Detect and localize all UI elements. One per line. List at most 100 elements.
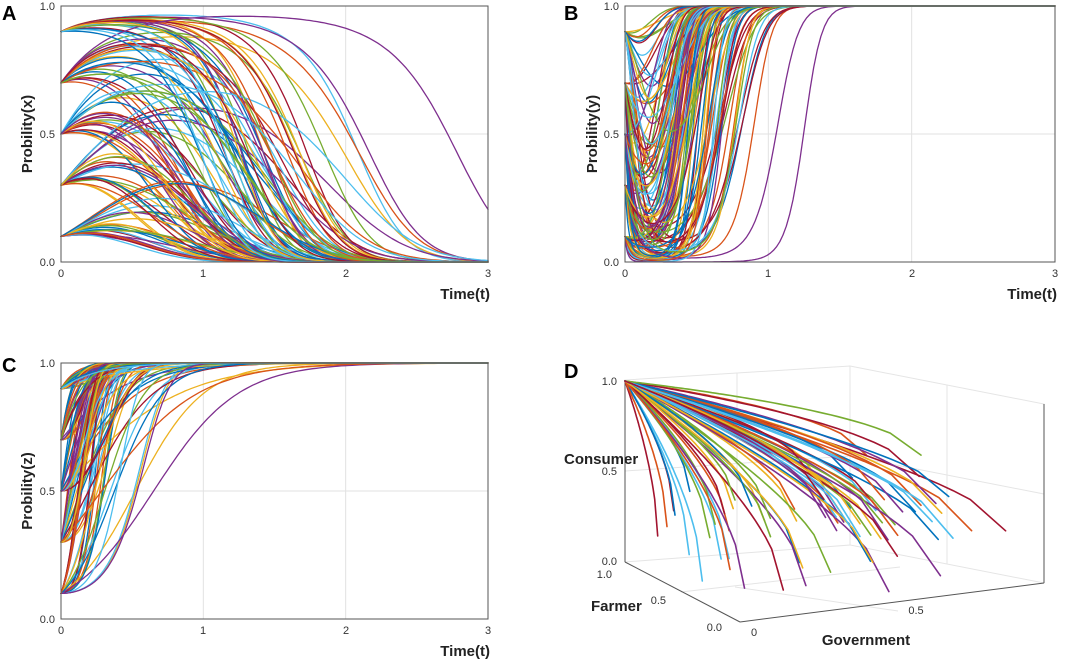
panel-d-trajectory [624,380,851,527]
panel-c-xtick: 2 [343,625,349,637]
panel-c-ytick: 1.0 [40,358,55,370]
panel-a-ytick: 1.0 [40,1,55,13]
panel-c-grid [61,363,488,619]
panel-b-ytick: 1.0 [604,1,619,13]
panel-a-xtick: 3 [485,268,491,280]
panel-d-trajectory [624,380,731,571]
panel-c-series-line [60,362,489,543]
panel-d-trajectory [624,380,950,498]
panel-b-xlabel: Time(t) [1007,286,1057,303]
panel-d-trajectory [624,380,933,523]
panel-d-axis-government [739,582,1045,623]
panel-b-ytick: 0.0 [604,257,619,269]
panel-d-zlabel: Consumer [564,451,638,468]
panel-c-xlabel: Time(t) [440,643,490,660]
panel-d-trajectory [624,380,804,569]
panel-a-xtick: 0 [58,268,64,280]
panel-d-ylabel: Farmer [591,598,642,615]
panel-b-xtick: 3 [1052,268,1058,280]
panel-c-xtick: 3 [485,625,491,637]
panel-c-ylabel: Probility(z) [19,452,36,530]
panel-d-trajectory [624,380,753,507]
panel-d-ytick: 1.0 [597,569,612,581]
panel-a-series-line [60,83,489,263]
panel-c-series-line [60,362,489,543]
panel-d-trajectory [624,380,920,478]
panel-letter-d: D [564,361,578,383]
panel-c-series-line [60,362,489,543]
panel-c-frame [60,362,489,620]
panel-a-ylabel: Probility(x) [19,95,36,173]
panel-d-ztick: 1.0 [602,376,617,388]
panel-b-ytick: 0.5 [604,129,619,141]
panel-b-ylabel: Probility(y) [584,95,601,173]
panel-d-gridline [734,586,899,612]
panel-c-series-line [60,362,489,543]
panel-c-series-line [60,362,489,543]
panel-d-xlabel: Government [822,632,910,649]
panel-b-xtick: 2 [909,268,915,280]
panel-a-series-line [60,119,489,263]
panel-d-ytick: 0.0 [707,622,722,634]
panel-d-axis-farmer [624,561,741,623]
panel-a-series-line [60,90,489,262]
panel-a: A 1.0 0.5 0.0 0 1 2 3 Time(t) Probility(… [2,1,491,303]
panel-a-curves [60,14,489,263]
panel-d-trajectory [624,380,726,515]
panel-c-series-line [60,362,489,543]
panel-a-xlabel: Time(t) [440,286,490,303]
panel-d-trajectory [624,380,874,564]
panel-c-series-line [60,362,489,543]
panel-letter-a: A [2,3,16,25]
panel-d-ztick: 0.5 [602,466,617,478]
panel-a-ytick: 0.0 [40,257,55,269]
panel-d-gridline [680,566,901,593]
panel-a-series-line [60,107,489,262]
panel-d-ztick: 0.0 [602,556,617,568]
panel-d-ytick: 0.5 [651,595,666,607]
panel-c-series-line [60,362,489,543]
panel-c-series-line [60,362,489,543]
panel-c: C 1.0 0.5 0.0 0 1 2 3 Time(t) Probility(… [2,355,491,660]
panel-d-curves [624,380,1007,593]
panel-letter-b: B [564,3,578,25]
panel-c-series-line [60,362,489,543]
panel-c-xtick: 0 [58,625,64,637]
panel-a-series-line [60,15,489,211]
panel-c-series-line [60,362,489,543]
panel-a-series-line [60,60,489,263]
panel-a-frame [60,5,489,263]
panel-c-ytick: 0.5 [40,486,55,498]
panel-c-series-line [60,362,489,543]
panel-d-trajectory [624,380,825,501]
panel-c-series-line [60,362,489,543]
panel-d-trajectory [624,380,676,516]
panel-b-xtick: 1 [765,268,771,280]
panel-c-series-line [60,362,489,543]
panel-c-xtick: 1 [200,625,206,637]
panel-b-xtick: 0 [622,268,628,280]
panel-a-xtick: 1 [200,268,206,280]
panel-c-series-line [60,362,489,543]
panel-b-frame [624,5,1056,263]
panel-c-series-line [60,362,489,543]
panel-c-series-line [60,362,489,543]
panel-d-trajectory [624,380,659,537]
panel-a-series-line [60,14,489,263]
panel-c-ytick: 0.0 [40,614,55,626]
panel-c-series-line [60,362,489,543]
panel-a-xtick: 2 [343,268,349,280]
panel-c-series-line [60,362,489,543]
panel-c-series-line [60,362,489,543]
panel-c-series-line [60,362,489,543]
panel-c-series-line [60,362,489,543]
panel-d: D 1.0 0.5 0.0 1.0 0.5 0.0 0 0.5 Consumer… [564,361,1045,649]
panel-d-trajectory [624,380,668,528]
panel-c-series-line [60,362,489,543]
panel-d-trajectory [624,380,922,456]
panel-letter-c: C [2,355,16,377]
panel-c-curves [60,362,489,595]
panel-a-ytick: 0.5 [40,129,55,141]
panel-c-series-line [60,362,489,543]
